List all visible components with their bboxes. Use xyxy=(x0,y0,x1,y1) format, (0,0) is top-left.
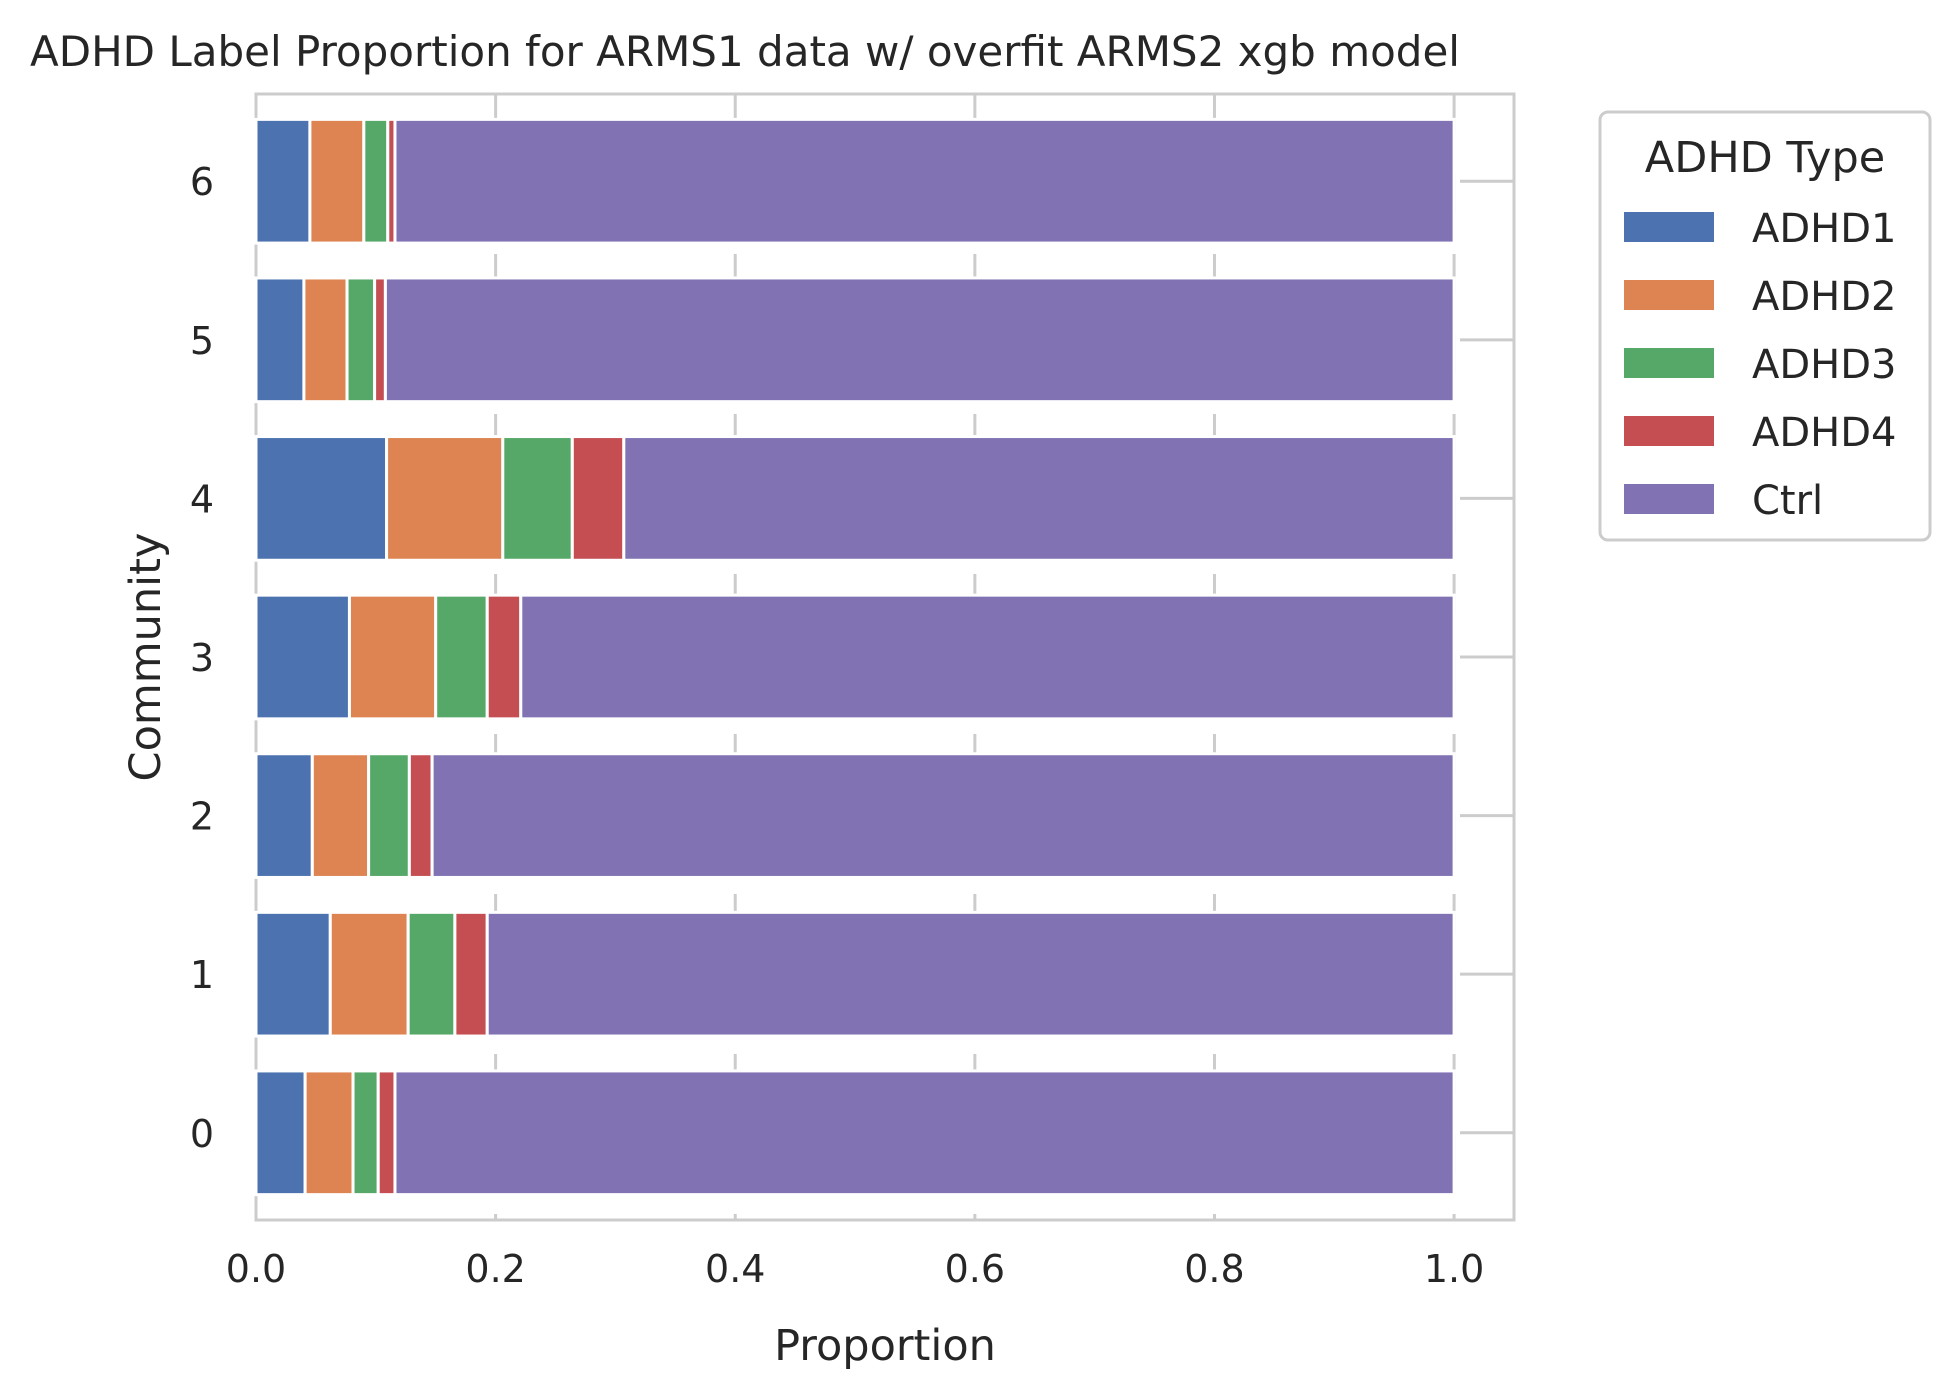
legend: ADHD Type ADHD1 ADHD2 ADHD3 ADHD4 Ctrl xyxy=(1598,110,1932,542)
bar-segment-adhd1 xyxy=(254,117,312,245)
bar-segment-adhd3 xyxy=(434,593,489,721)
y-tick-label: 1 xyxy=(190,953,214,997)
bar-segment-adhd2 xyxy=(302,276,349,404)
chart-title: ADHD Label Proportion for ARMS1 data w/ … xyxy=(30,27,1460,76)
bar-segment-adhd4 xyxy=(407,752,434,879)
bar-segment-adhd3 xyxy=(362,117,390,245)
legend-title: ADHD Type xyxy=(1645,133,1885,183)
x-tick-label: 0.2 xyxy=(465,1247,525,1291)
legend-swatch-ctrl xyxy=(1624,484,1714,514)
y-tick-label: 3 xyxy=(190,636,214,680)
legend-swatch-adhd4 xyxy=(1624,416,1714,446)
bar-segment-adhd1 xyxy=(254,276,306,404)
legend-swatch-adhd1 xyxy=(1624,212,1714,242)
x-tick-label: 0.8 xyxy=(1184,1247,1244,1291)
bar-segment-adhd4 xyxy=(485,593,523,721)
y-tick-label: 6 xyxy=(190,160,214,204)
bar-segment-adhd3 xyxy=(406,910,457,1038)
bar-segment-adhd3 xyxy=(367,752,411,879)
bar-segment-adhd1 xyxy=(254,910,332,1038)
bar-segment-ctrl xyxy=(430,752,1456,879)
bar-segment-adhd1 xyxy=(254,752,314,879)
bar-segment-adhd3 xyxy=(345,276,377,404)
bar-segment-adhd2 xyxy=(347,593,438,721)
bar-segment-adhd2 xyxy=(308,117,366,245)
bar-segment-adhd1 xyxy=(254,1069,307,1197)
y-axis-ticks xyxy=(1460,179,1514,1135)
bar-segment-adhd4 xyxy=(376,1069,397,1197)
bar-segment-ctrl xyxy=(383,276,1456,404)
y-axis-tick-labels: 0 1 2 3 4 5 6 xyxy=(190,160,214,1156)
bar-segment-adhd3 xyxy=(501,435,574,562)
legend-label-adhd2: ADHD2 xyxy=(1752,274,1897,320)
bar-segment-adhd4 xyxy=(453,910,489,1038)
legend-label-adhd3: ADHD3 xyxy=(1752,342,1897,388)
legend-label-ctrl: Ctrl xyxy=(1752,478,1823,524)
x-axis-label: Proportion xyxy=(774,1321,996,1371)
y-tick-label: 2 xyxy=(190,795,214,839)
bars xyxy=(254,117,1456,1197)
bar-segment-adhd1 xyxy=(254,593,351,721)
y-tick-label: 4 xyxy=(190,477,214,521)
legend-swatch-adhd2 xyxy=(1624,280,1714,310)
bar-segment-ctrl xyxy=(485,910,1456,1038)
bar-segment-adhd2 xyxy=(328,910,410,1038)
legend-items: ADHD1 ADHD2 ADHD3 ADHD4 Ctrl xyxy=(1624,206,1897,524)
bar-segment-adhd4 xyxy=(570,435,626,562)
bar-segment-ctrl xyxy=(622,435,1456,562)
bar-segment-ctrl xyxy=(393,1069,1456,1197)
bar-segment-adhd2 xyxy=(385,435,505,562)
x-tick-label: 0.4 xyxy=(705,1247,765,1291)
bar-segment-ctrl xyxy=(393,117,1456,245)
legend-label-adhd1: ADHD1 xyxy=(1752,206,1897,252)
bar-segment-adhd2 xyxy=(310,752,371,879)
bar-segment-adhd3 xyxy=(351,1069,380,1197)
y-tick-label: 0 xyxy=(190,1112,214,1156)
y-tick-label: 5 xyxy=(190,319,214,363)
x-axis-tick-labels: 0.0 0.2 0.4 0.6 0.8 1.0 xyxy=(226,1247,1485,1291)
bar-segment-adhd2 xyxy=(303,1069,355,1197)
bar-segment-ctrl xyxy=(519,593,1456,721)
x-tick-label: 1.0 xyxy=(1424,1247,1484,1291)
legend-swatch-adhd3 xyxy=(1624,348,1714,378)
x-tick-label: 0.6 xyxy=(945,1247,1005,1291)
bar-segment-adhd4 xyxy=(373,276,387,404)
y-axis-label: Community xyxy=(121,533,171,782)
x-tick-label: 0.0 xyxy=(226,1247,286,1291)
bar-segment-adhd1 xyxy=(254,435,389,562)
legend-label-adhd4: ADHD4 xyxy=(1752,410,1897,456)
